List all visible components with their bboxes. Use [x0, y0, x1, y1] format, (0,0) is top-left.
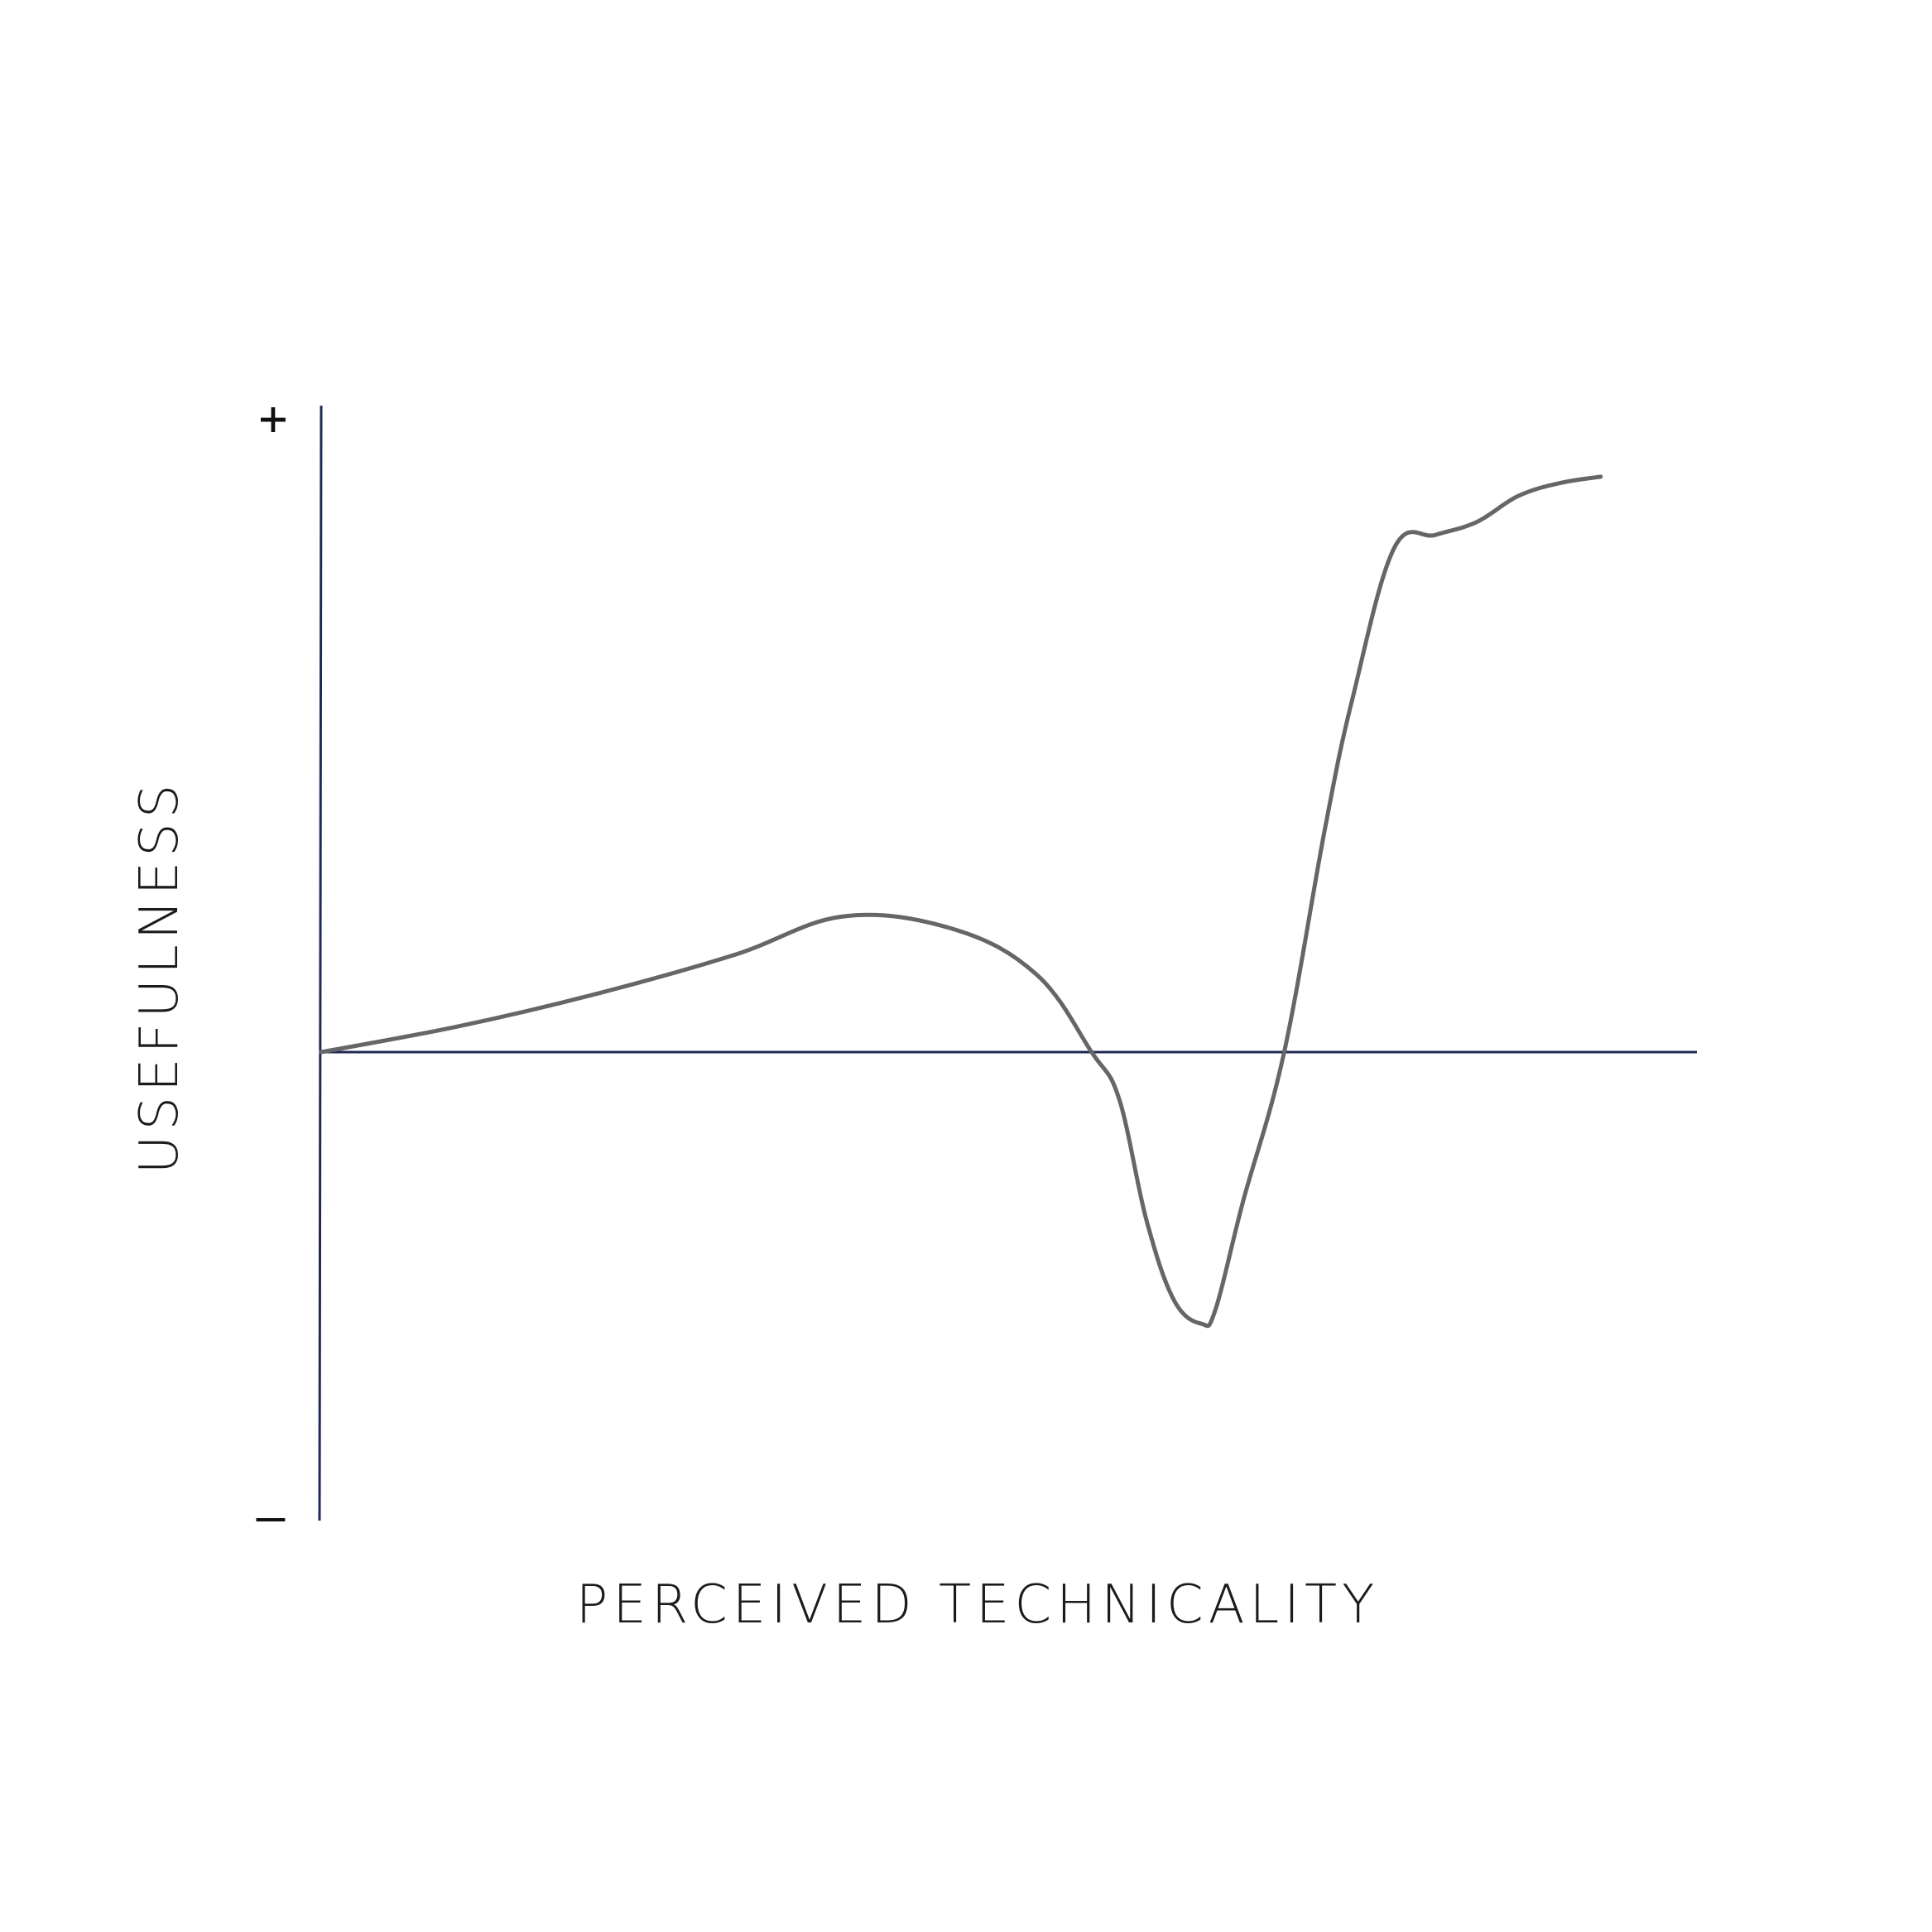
y-axis-top-marker: + — [259, 390, 288, 446]
x-axis-label: PERCEIVED TECHNICALITY — [576, 1574, 1379, 1636]
y-axis-label: USEFULNESS — [129, 780, 190, 1175]
y-axis-bottom-marker: – — [257, 1488, 286, 1545]
series-line — [319, 474, 1603, 1329]
y-axis — [318, 405, 323, 1521]
